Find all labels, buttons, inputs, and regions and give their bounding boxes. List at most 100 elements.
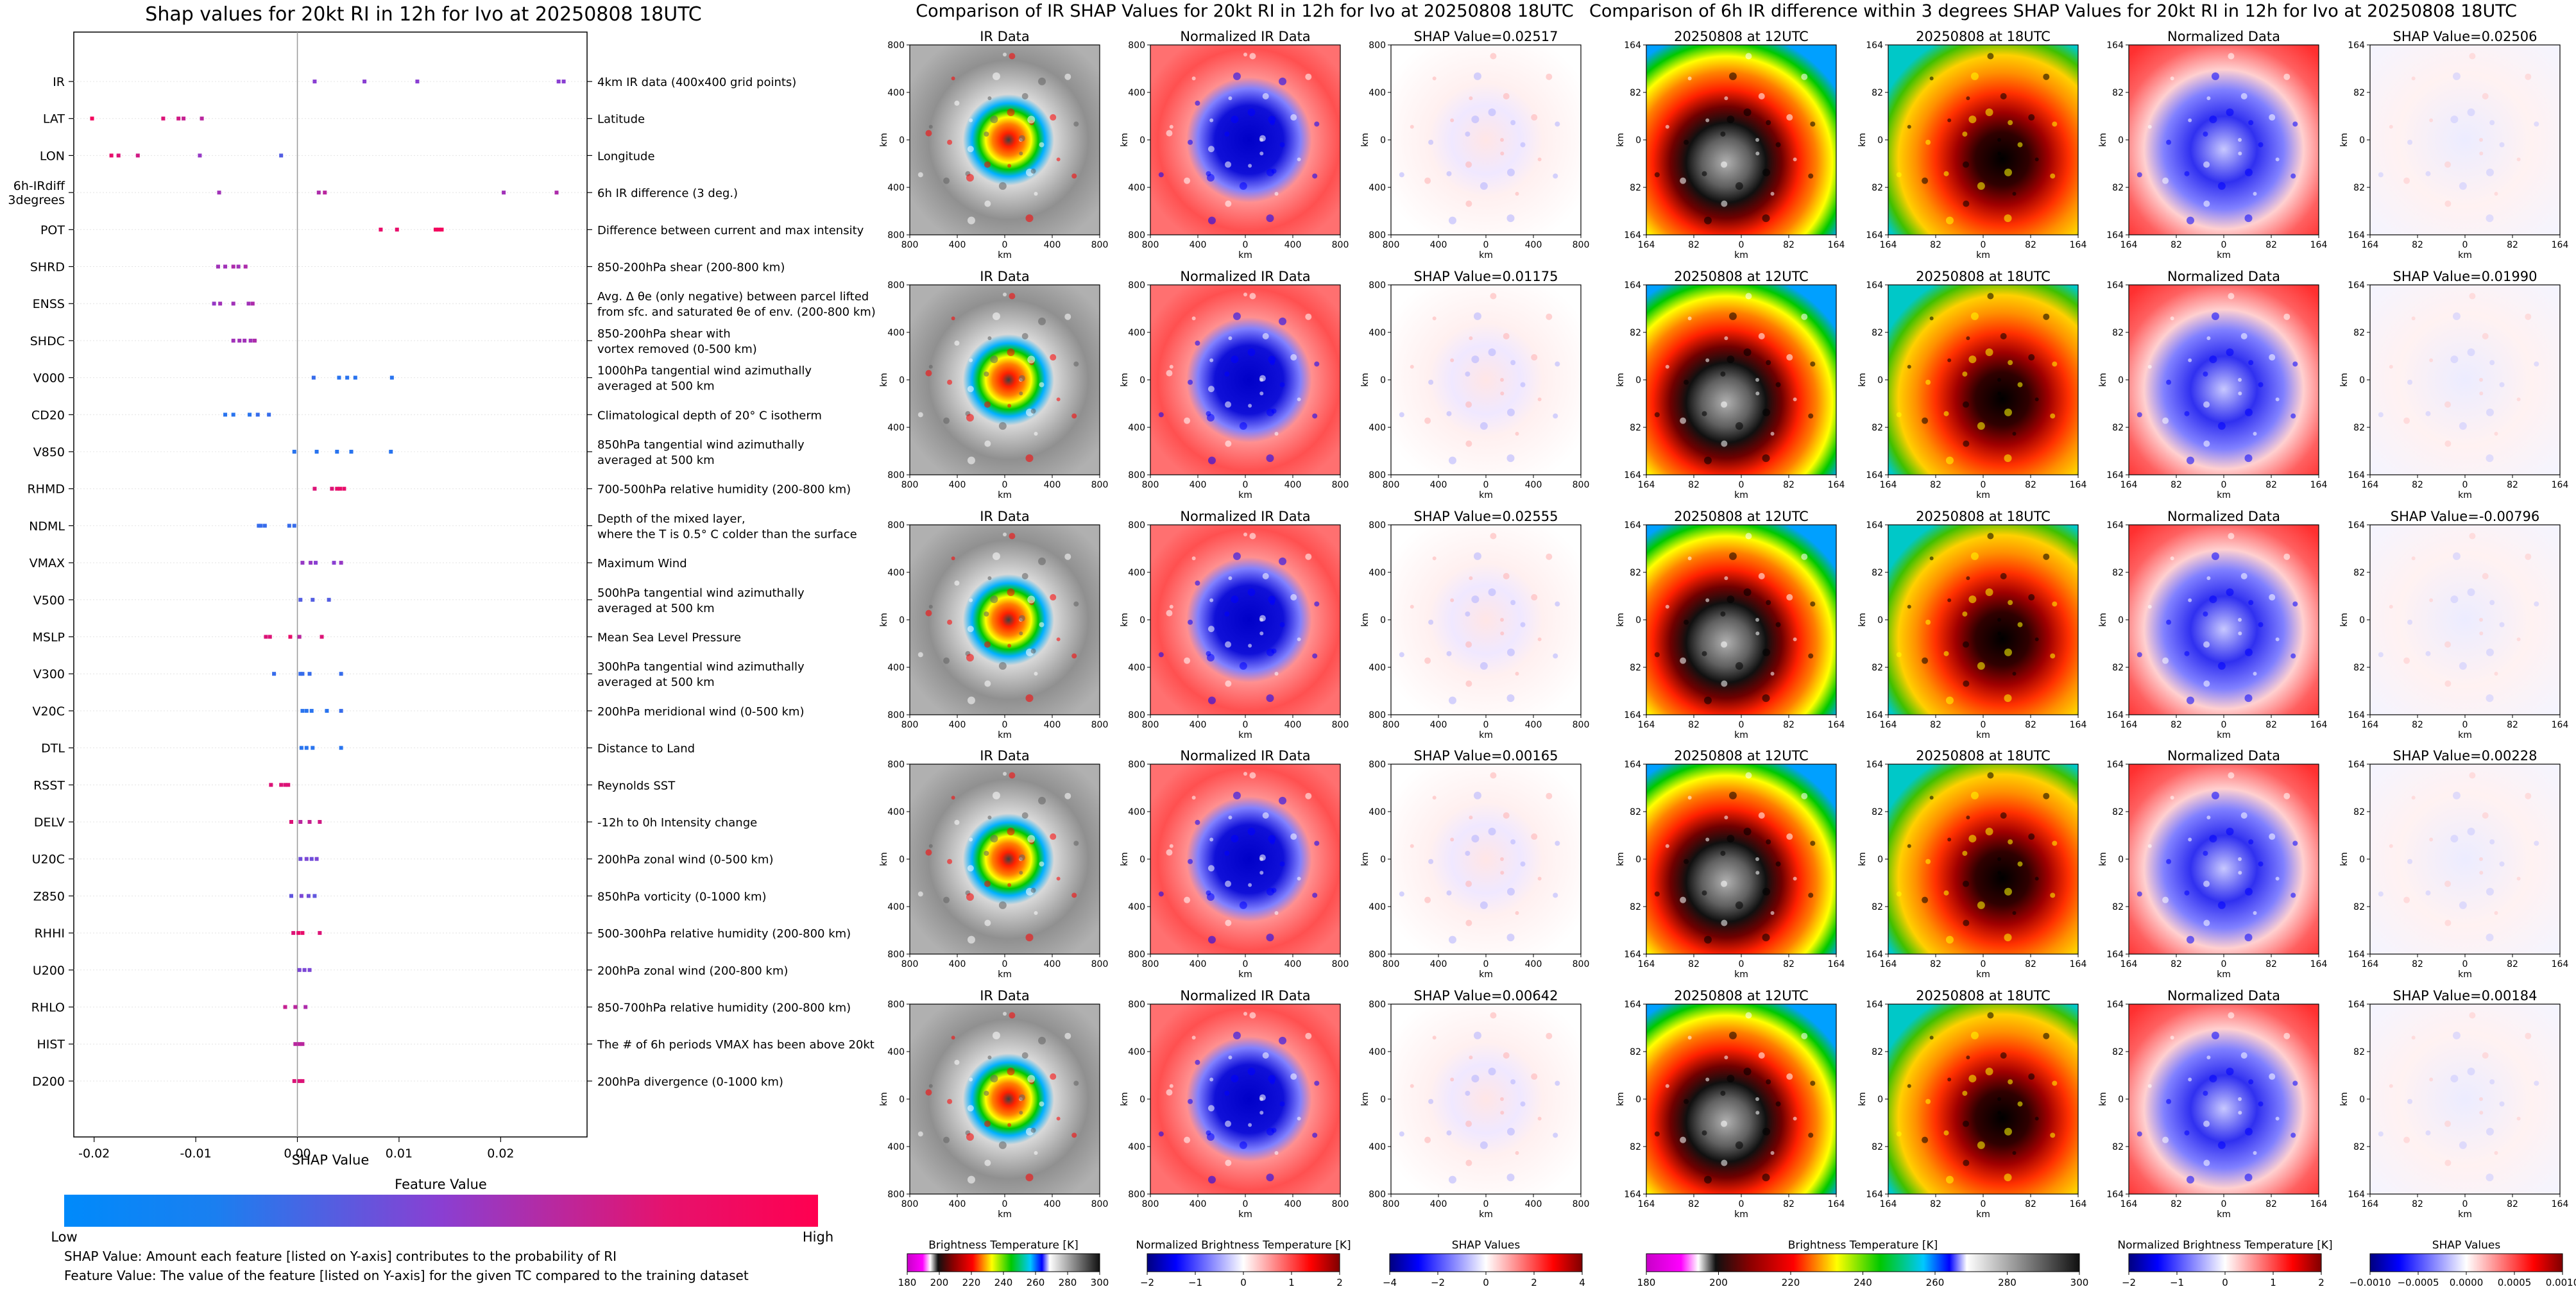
x-tick-label: 800: [1332, 1199, 1349, 1209]
texture-blob: [1553, 173, 1558, 179]
y-tick-label: 164: [1866, 1000, 1883, 1010]
texture-blob: [2525, 1032, 2532, 1039]
feature-value-colorbar: [64, 1195, 818, 1227]
y-axis-label: km: [2098, 373, 2108, 387]
texture-blob: [1209, 1077, 1214, 1082]
x-axis-label: km: [2458, 1209, 2472, 1220]
y-tick-label: 400: [1369, 328, 1386, 338]
x-tick-label: 164: [1638, 720, 1655, 730]
texture-blob: [1259, 615, 1266, 622]
y-tick-label: 0: [1139, 615, 1145, 626]
texture-blob: [1039, 382, 1045, 388]
feature-description: 850-200hPa shear (200-800 km): [597, 261, 785, 275]
y-axis-label: km: [1120, 373, 1130, 387]
texture-blob: [2425, 171, 2431, 176]
texture-blob: [1724, 96, 1728, 101]
texture-blob: [1450, 1077, 1454, 1082]
texture-blob: [1480, 422, 1488, 430]
y-axis-label: km: [2339, 373, 2350, 387]
shap-point: [307, 968, 312, 972]
texture-blob: [2429, 1077, 2434, 1082]
feature-description: where the T is 0.5° C colder than the su…: [597, 527, 857, 541]
texture-blob: [967, 216, 975, 225]
x-tick-label: 164: [2552, 1199, 2569, 1209]
feature-description: Avg. Δ θe (only negative) between parcel…: [597, 290, 869, 303]
y-tick-label: 0: [2118, 855, 2124, 865]
texture-blob: [1503, 1052, 1510, 1059]
y-axis-label: km: [1616, 613, 1626, 627]
texture-blob: [2162, 1136, 2169, 1143]
texture-blob: [2240, 573, 2248, 580]
texture-blob: [967, 456, 975, 465]
texture-blob: [984, 371, 989, 377]
texture-blob: [954, 580, 960, 586]
colorbar: [1389, 1253, 1583, 1272]
texture-blob: [1233, 791, 1241, 799]
texture-blob: [1775, 861, 1781, 867]
texture-blob: [987, 336, 992, 341]
texture-blob: [2228, 293, 2235, 300]
feature-label: D200: [32, 1075, 65, 1089]
texture-blob: [1896, 172, 1902, 178]
texture-blob: [1428, 619, 1434, 625]
texture-blob: [1259, 854, 1266, 861]
panel-title: IR Data: [980, 509, 1030, 524]
y-tick-label: 82: [2353, 568, 2365, 578]
panel-image: [910, 764, 1100, 954]
texture-blob: [2050, 1132, 2056, 1138]
texture-blob: [2444, 919, 2452, 926]
x-tick-label: 0: [1483, 480, 1489, 490]
texture-blob: [1520, 142, 1526, 148]
x-tick-label: 82: [2171, 240, 2182, 250]
texture-blob: [1943, 890, 1949, 896]
texture-blob: [1555, 841, 1560, 846]
shap-point: [288, 635, 293, 639]
y-tick-label: 800: [1128, 1190, 1145, 1200]
texture-blob: [2403, 896, 2410, 903]
y-axis-label: km: [1857, 133, 1868, 147]
texture-blob: [2479, 871, 2484, 875]
texture-blob: [987, 96, 992, 101]
shap-point: [323, 191, 327, 195]
texture-blob: [2389, 364, 2393, 369]
texture-blob: [2050, 173, 2056, 179]
footnote-shap-value: SHAP Value: Amount each feature [listed …: [64, 1249, 617, 1264]
y-tick-label: 82: [2112, 183, 2124, 193]
texture-blob: [2184, 651, 2190, 656]
y-tick-label: 800: [1128, 470, 1145, 481]
texture-blob: [1488, 108, 1496, 117]
texture-blob: [2407, 858, 2413, 864]
texture-blob: [2411, 556, 2416, 561]
shap-point: [433, 227, 438, 232]
texture-blob: [1770, 911, 1775, 916]
x-tick-label: 400: [1190, 1199, 1207, 1209]
texture-blob: [2516, 637, 2521, 642]
shap-point: [109, 153, 114, 158]
y-axis-label: km: [2098, 613, 2108, 627]
x-tick-label: 82: [2171, 1199, 2182, 1209]
shap-point: [436, 227, 441, 232]
texture-blob: [1520, 861, 1526, 867]
x-axis-label: km: [2458, 490, 2472, 500]
texture-blob: [2292, 841, 2298, 846]
x-axis-label: km: [1734, 1209, 1748, 1220]
shap-point: [218, 302, 223, 306]
x-axis-label: km: [1976, 490, 1990, 500]
texture-blob: [2389, 124, 2393, 129]
texture-blob: [1473, 552, 1481, 560]
texture-blob: [1191, 556, 1196, 561]
shap-point: [389, 375, 394, 380]
texture-blob: [2459, 662, 2467, 670]
texture-blob: [1553, 892, 1558, 898]
texture-blob: [2209, 595, 2217, 604]
texture-blob: [1207, 865, 1215, 872]
texture-blob: [2238, 631, 2242, 636]
texture-blob: [2050, 892, 2056, 898]
texture-blob: [1450, 118, 1454, 123]
y-tick-label: 0: [1139, 855, 1145, 865]
texture-blob: [947, 139, 953, 145]
texture-blob: [2482, 93, 2489, 100]
texture-blob: [1297, 397, 1301, 402]
texture-blob: [967, 865, 974, 872]
